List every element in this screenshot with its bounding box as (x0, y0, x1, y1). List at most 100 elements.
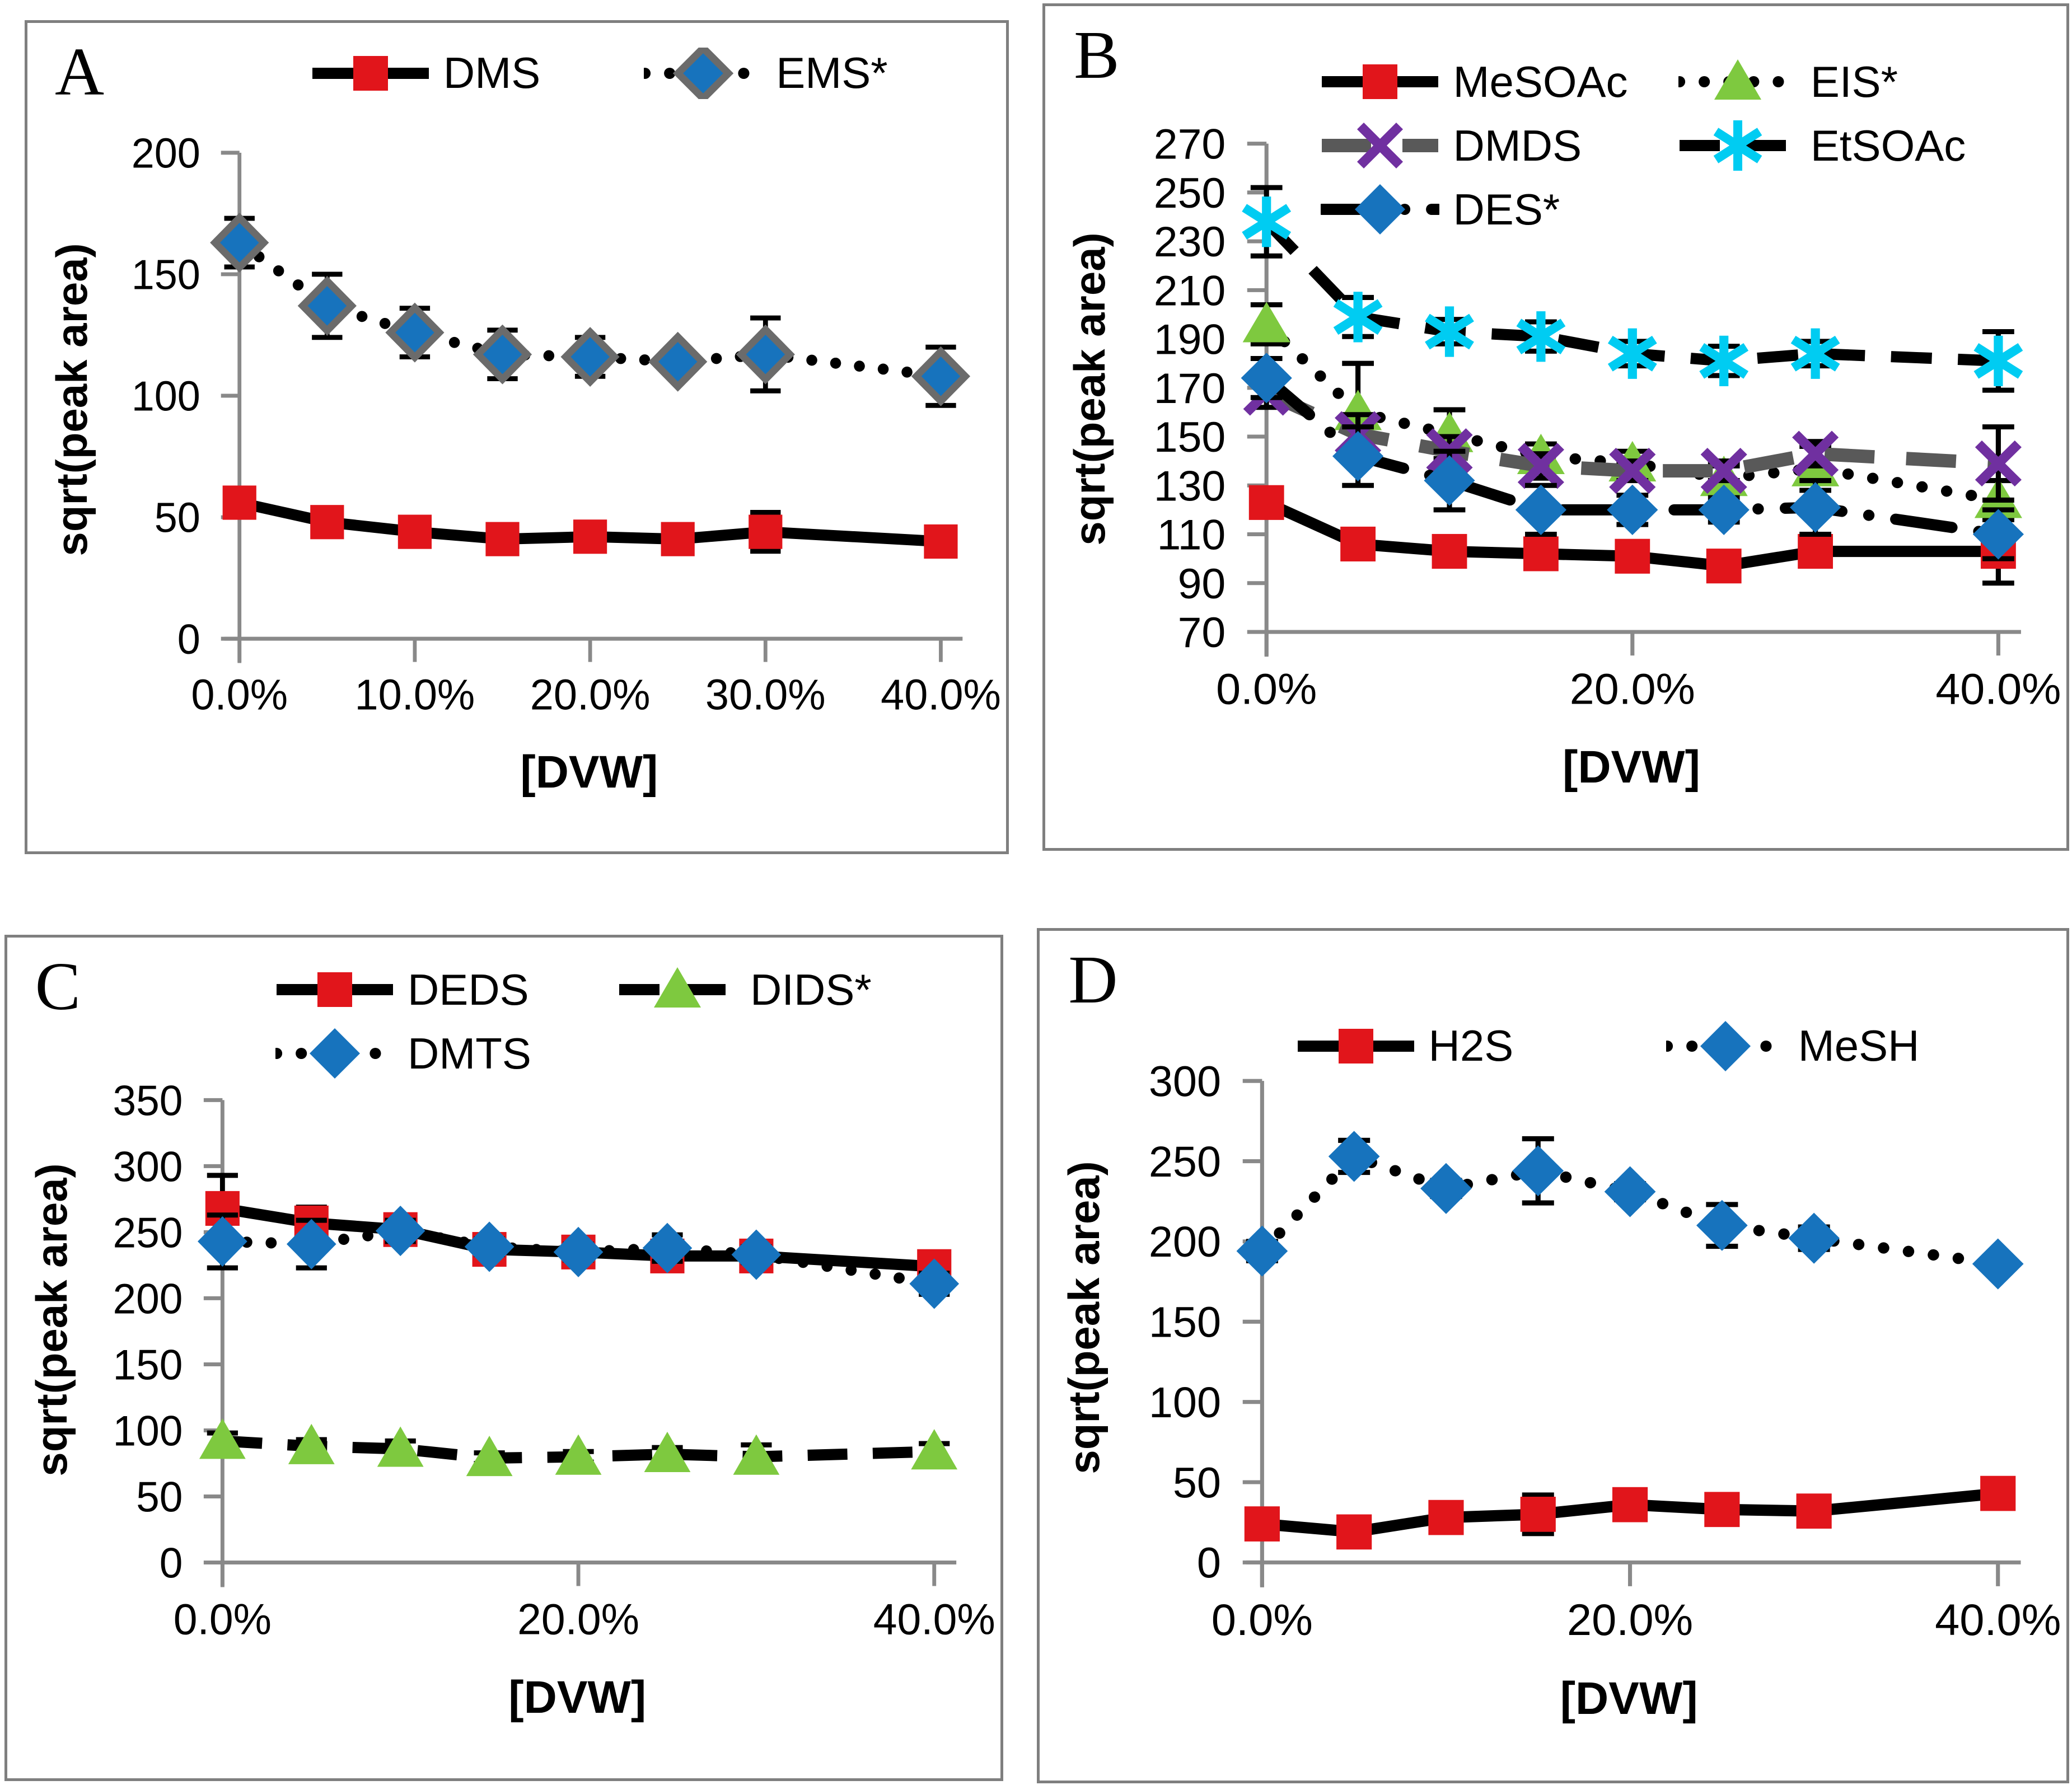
markers-DMDS (1243, 369, 2022, 494)
x-tick-label: 20.0% (1570, 664, 1695, 714)
square-marker (1520, 1496, 1556, 1532)
square-marker (317, 972, 352, 1008)
legend-label-DMS: DMS (443, 48, 541, 98)
markers-EMS* (210, 213, 971, 406)
legend-swatch-MeSOAc (1322, 64, 1439, 100)
x-marker (1609, 447, 1656, 494)
legend-swatch-DIDS* (619, 967, 736, 1008)
y-tick-label: 0 (1197, 1539, 1221, 1587)
diamond-marker (464, 1221, 515, 1272)
legend-b: MeSOAc EIS* DMDS EtSOAc DES* (1321, 50, 2036, 241)
legend-item-EtSOAc: EtSOAc (1678, 114, 2036, 177)
diamond-marker (1790, 482, 1841, 533)
y-tick-label: 150 (1149, 1299, 1221, 1347)
square-marker (353, 55, 388, 91)
y-tick-label: 250 (1149, 1138, 1221, 1186)
legend-item-DEDS: DEDS (275, 958, 618, 1022)
diamond-marker (648, 331, 708, 392)
diamond-marker (1355, 184, 1406, 235)
x-marker (1700, 447, 1747, 494)
diamond-marker (1512, 1145, 1564, 1197)
y-tick-label: 150 (113, 1341, 183, 1389)
diamond-marker (731, 1229, 782, 1280)
legend-item-EMS*: EMS* (644, 41, 976, 105)
legend-swatch-MeSH (1666, 1020, 1785, 1071)
x-tick-label: 20.0% (1567, 1595, 1693, 1645)
y-tick-label: 250 (113, 1209, 183, 1257)
legend-label-DES*: DES* (1453, 184, 1560, 234)
markers-DMTS (198, 1205, 960, 1309)
y-tick-label: 90 (1178, 560, 1226, 608)
y-tick-label: 250 (1154, 170, 1226, 217)
diamond-marker (642, 1222, 693, 1273)
legend-label-EtSOAc: EtSOAc (1810, 120, 1966, 170)
legend-item-DMDS: DMDS (1321, 114, 1678, 177)
legend-swatch-DES* (1321, 184, 1440, 235)
legend-swatch-DEDS (276, 972, 393, 1008)
legend-item-MeSH: MeSH (1666, 1014, 2036, 1078)
square-marker (1244, 1506, 1280, 1542)
diamond-marker (1607, 484, 1658, 536)
y-tick-label: 200 (132, 130, 200, 177)
triangle-marker (733, 1434, 780, 1475)
triangle-marker (377, 1426, 424, 1467)
square-marker (1428, 1500, 1464, 1535)
y-tick-label: 70 (1178, 609, 1226, 657)
x-axis-label: [DVW] (1563, 741, 1700, 793)
asterisk-marker (1607, 328, 1657, 379)
x-tick-label: 0.0% (191, 671, 288, 719)
y-tick-label: 230 (1154, 219, 1226, 266)
diamond-marker (673, 47, 734, 99)
panel-b: B sqrt(peak area) 70 90 110 130 150 170 190 210… (1042, 3, 2069, 851)
markers-H2S (1244, 1475, 2016, 1550)
square-marker (1615, 538, 1650, 574)
square-marker (1798, 533, 1834, 569)
square-marker (397, 514, 432, 549)
plot-area-d: 0 50 100 150 200 250 300 0.0% 20.0% 40.0% (1149, 1058, 2061, 1645)
series-line-DMDS (1264, 386, 1999, 478)
square-marker (749, 514, 783, 549)
legend-item-MeSOAc: MeSOAc (1321, 50, 1678, 114)
markers-EtSOAc (1242, 196, 2023, 386)
legend-c: DEDS DIDS* DMTS (275, 958, 961, 1085)
legend-swatch-EIS* (1678, 59, 1797, 100)
y-tick-label: 150 (1154, 414, 1226, 461)
y-tick-label: 300 (1149, 1058, 1221, 1106)
y-tick-label: 350 (113, 1077, 183, 1125)
y-tick-label: 200 (1149, 1218, 1221, 1266)
diamond-marker (210, 213, 269, 273)
triangle-marker (1242, 302, 1290, 343)
y-tick-label: 170 (1154, 365, 1226, 413)
x-tick-label: 40.0% (873, 1595, 995, 1644)
x-tick-label: 0.0% (1212, 1595, 1313, 1645)
diamond-marker (309, 1028, 360, 1079)
y-tick-label: 50 (136, 1473, 183, 1521)
legend-item-DMS: DMS (311, 41, 644, 105)
panel-letter-d: D (1068, 942, 1118, 1018)
asterisk-marker (1790, 328, 1840, 379)
panel-letter-c: C (35, 949, 81, 1025)
diamond-marker (1420, 1163, 1472, 1214)
legend-a: DMS EMS* (311, 41, 977, 105)
y-tick-label: 0 (160, 1539, 183, 1587)
diamond-marker (297, 275, 357, 336)
square-marker (310, 505, 344, 540)
square-marker (1363, 64, 1398, 100)
plot-area-c: 0 50 100 150 200 250 300 350 0.0% 20.0% 40.0% (113, 1077, 995, 1644)
y-tick-label: 100 (132, 373, 200, 420)
legend-swatch-EMS* (644, 47, 763, 99)
x-marker (1517, 443, 1564, 489)
diamond-marker (1236, 1225, 1288, 1277)
square-marker (222, 485, 256, 520)
y-tick-label: 200 (113, 1275, 183, 1323)
square-marker (1704, 1492, 1740, 1528)
legend-swatch-EtSOAc (1679, 120, 1796, 171)
x-tick-label: 0.0% (174, 1595, 272, 1644)
square-marker (1432, 533, 1467, 569)
diamond-marker (736, 324, 795, 385)
square-marker (1612, 1487, 1648, 1522)
diamond-marker (1700, 1020, 1751, 1071)
panel-letter-a: A (54, 34, 105, 110)
triangle-marker (555, 1434, 602, 1475)
